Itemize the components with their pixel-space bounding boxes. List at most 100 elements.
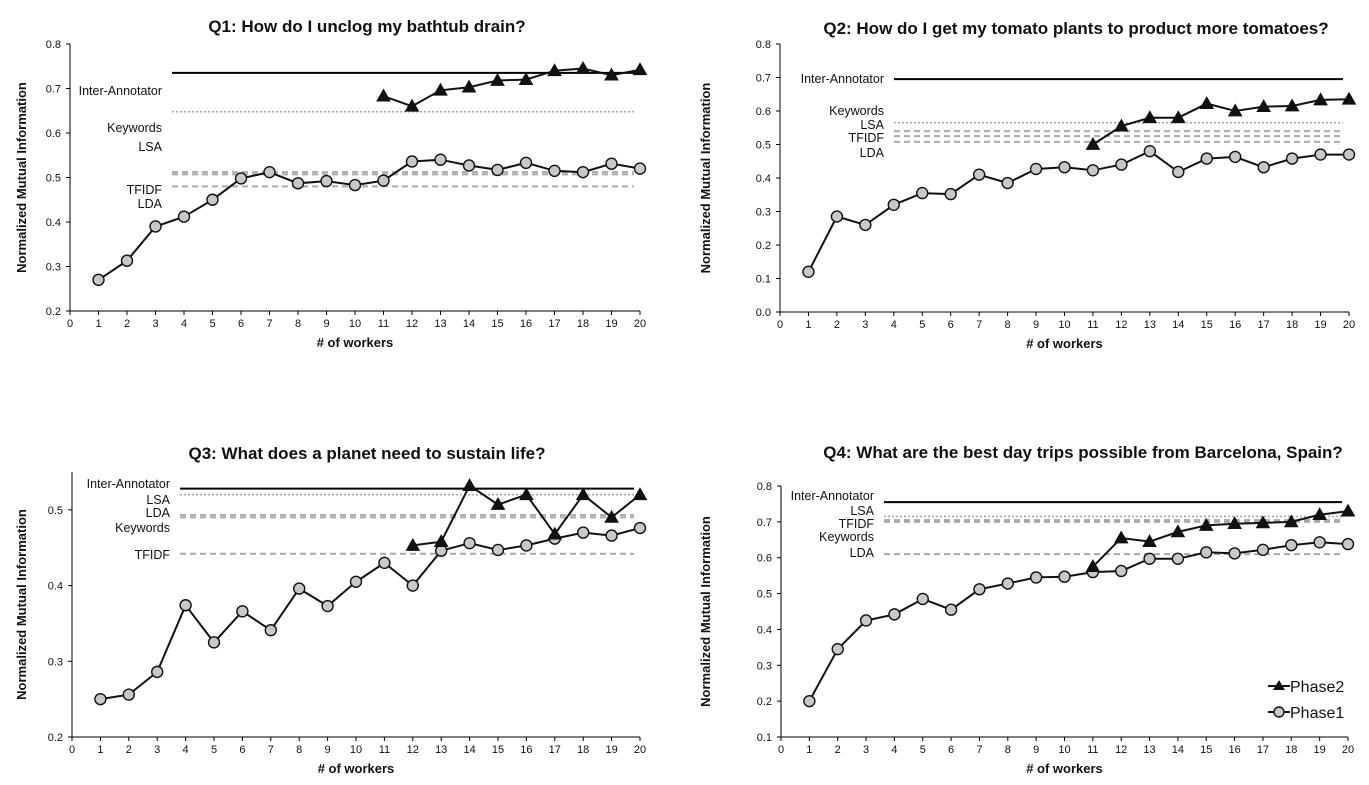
data-point-phase2 xyxy=(604,509,619,523)
y-tick-label: 0.6 xyxy=(46,128,61,140)
data-point-phase2 xyxy=(1142,110,1158,124)
x-tick-label: 6 xyxy=(239,744,245,756)
x-tick-label: 7 xyxy=(976,319,982,331)
reference-line-label: Keywords xyxy=(829,104,884,118)
data-point-phase2 xyxy=(604,67,619,81)
x-tick-label: 0 xyxy=(67,318,73,330)
legend-label: Phase2 xyxy=(1290,679,1344,696)
y-tick-label: 0.3 xyxy=(756,207,771,219)
reference-line-label: TFIDF xyxy=(839,517,875,531)
x-tick-label: 3 xyxy=(152,318,158,330)
x-tick-label: 7 xyxy=(976,744,982,756)
x-tick-label: 4 xyxy=(181,318,187,330)
data-point-phase1 xyxy=(434,153,447,166)
chart-panel-q1: Q1: How do I unclog my bathtub drain? 0.2… xyxy=(0,0,684,392)
x-tick-label: 17 xyxy=(1257,744,1269,756)
y-tick-label: 0.4 xyxy=(756,173,771,185)
data-point-phase2 xyxy=(1199,96,1215,110)
data-point-phase2 xyxy=(1283,514,1299,528)
data-point-phase2 xyxy=(1198,517,1214,531)
reference-line-label: Inter-Annotator xyxy=(87,477,170,491)
x-axis-title: # of workers xyxy=(317,335,394,350)
reference-line-label: LSA xyxy=(138,140,162,154)
y-tick-label: 0.2 xyxy=(756,240,771,252)
chart-q2: Q2: How do I get my tomato plants to pro… xyxy=(698,19,1357,351)
data-point-phase1 xyxy=(1200,152,1213,165)
x-tick-label: 16 xyxy=(1229,319,1241,331)
y-axis-title: Normalized Mutual Information xyxy=(14,82,29,273)
x-tick-label: 8 xyxy=(295,318,301,330)
y-tick-label: 0.2 xyxy=(46,306,61,318)
y-tick-label: 0.5 xyxy=(757,589,772,601)
data-point-phase1 xyxy=(150,665,164,679)
data-point-phase1 xyxy=(1256,543,1270,557)
data-point-phase1 xyxy=(1229,150,1242,164)
data-point-phase2 xyxy=(1255,515,1271,529)
x-tick-label: 12 xyxy=(406,318,418,330)
x-tick-label: 3 xyxy=(862,319,868,331)
x-tick-label: 4 xyxy=(891,319,897,331)
data-point-phase2 xyxy=(433,82,448,96)
data-point-phase1 xyxy=(1001,176,1014,190)
data-point-phase1 xyxy=(92,273,105,287)
data-point-phase1 xyxy=(972,168,986,181)
legend: Phase2 Phase1 xyxy=(1268,679,1344,722)
reference-line-label: TFIDF xyxy=(849,131,885,145)
data-point-phase1 xyxy=(1029,571,1043,584)
reference-line-label: Inter-Annotator xyxy=(79,84,162,98)
x-tick-label: 16 xyxy=(1228,744,1240,756)
x-tick-label: 16 xyxy=(520,318,532,330)
x-tick-label: 18 xyxy=(1286,319,1298,331)
x-tick-label: 20 xyxy=(634,318,646,330)
data-point-phase1 xyxy=(1314,148,1327,161)
data-point-phase1 xyxy=(1285,538,1298,552)
chart-title: Q1: How do I unclog my bathtub drain? xyxy=(208,17,525,36)
x-tick-label: 8 xyxy=(1005,319,1011,331)
legend-marker-phase1 xyxy=(1273,706,1285,718)
data-point-phase1 xyxy=(207,636,221,649)
data-point-phase1 xyxy=(122,688,136,701)
x-tick-label: 5 xyxy=(920,744,926,756)
reference-line-label: Inter-Annotator xyxy=(791,489,874,503)
x-tick-label: 3 xyxy=(154,744,160,756)
x-tick-label: 2 xyxy=(124,318,130,330)
data-point-phase1 xyxy=(605,157,618,170)
x-tick-label: 10 xyxy=(1058,744,1070,756)
data-point-phase1 xyxy=(291,177,305,190)
reference-line-label: Inter-Annotator xyxy=(801,72,884,86)
data-point-phase1 xyxy=(944,603,958,616)
data-point-phase1 xyxy=(548,164,561,178)
data-point-phase1 xyxy=(1143,552,1156,565)
x-tick-label: 13 xyxy=(1143,744,1155,756)
x-tick-label: 17 xyxy=(548,318,560,330)
x-tick-label: 19 xyxy=(1314,319,1326,331)
data-point-phase1 xyxy=(206,193,219,206)
x-tick-label: 3 xyxy=(863,744,869,756)
x-tick-label: 18 xyxy=(1285,744,1297,756)
data-point-phase2 xyxy=(1085,136,1101,150)
data-point-phase2 xyxy=(1170,524,1186,538)
data-point-phase2 xyxy=(404,98,420,112)
chart-panel-q2: Q2: How do I get my tomato plants to pro… xyxy=(684,0,1369,392)
data-point-phase2 xyxy=(1142,534,1157,547)
data-point-phase1 xyxy=(491,163,504,177)
data-point-phase1 xyxy=(576,165,590,179)
data-point-phase1 xyxy=(378,556,391,570)
data-point-phase1 xyxy=(520,539,533,552)
y-axis-title: Normalized Mutual Information xyxy=(698,83,713,274)
reference-line-label: Keywords xyxy=(107,121,162,135)
data-point-phase1 xyxy=(263,165,276,179)
data-point-phase1 xyxy=(149,220,162,233)
data-point-phase2 xyxy=(1256,99,1272,113)
x-tick-label: 12 xyxy=(1115,319,1127,331)
x-tick-label: 11 xyxy=(379,744,390,756)
data-point-phase1 xyxy=(463,536,476,550)
x-tick-label: 1 xyxy=(95,318,101,330)
x-tick-label: 19 xyxy=(605,318,617,330)
x-tick-label: 16 xyxy=(520,744,532,756)
data-point-phase2 xyxy=(547,63,562,77)
y-tick-label: 0.3 xyxy=(48,656,63,668)
data-point-phase2 xyxy=(490,72,505,86)
data-point-phase1 xyxy=(1058,161,1071,174)
x-tick-label: 14 xyxy=(463,744,475,756)
